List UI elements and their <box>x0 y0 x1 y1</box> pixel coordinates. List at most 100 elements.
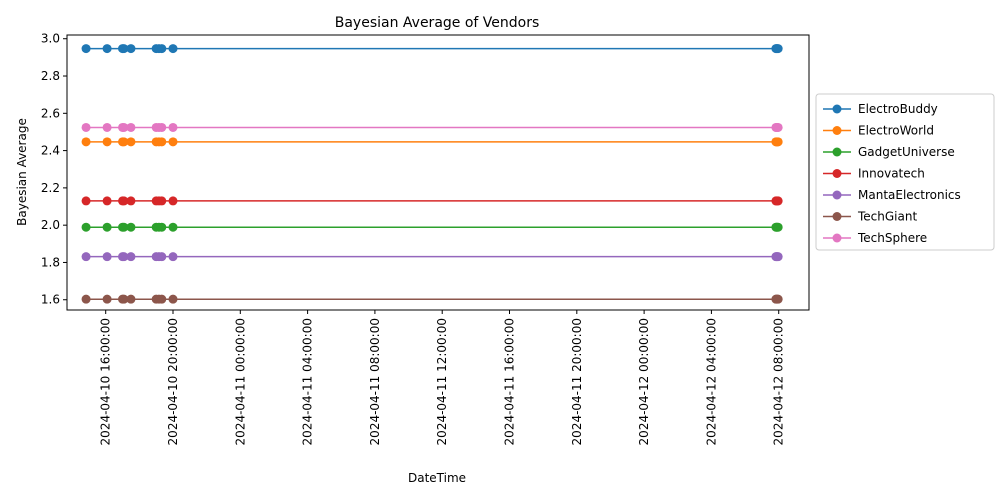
data-point-electroworld <box>81 137 91 147</box>
x-tick-label: 2024-04-11 08:00:00 <box>368 318 382 445</box>
legend-swatch-marker <box>832 212 842 221</box>
series-innovatech <box>81 196 783 206</box>
data-point-electrobuddy <box>773 44 783 54</box>
y-axis: 1.6 1.8 2.0 2.2 2.4 2.6 2.8 3.0 <box>41 32 67 307</box>
data-point-gadgetuniverse <box>773 222 783 232</box>
y-tick-label: 1.8 <box>41 255 60 269</box>
data-point-techsphere <box>102 122 112 132</box>
data-point-techsphere <box>157 122 167 132</box>
series-techgiant <box>81 294 783 304</box>
y-tick-label: 1.6 <box>41 293 60 307</box>
data-point-techsphere <box>168 122 178 132</box>
data-point-innovatech <box>102 196 112 206</box>
data-point-electrobuddy <box>126 44 136 54</box>
series-techsphere <box>81 122 783 132</box>
x-tick-label: 2024-04-10 20:00:00 <box>166 318 180 445</box>
data-point-mantaelectronics <box>102 252 112 262</box>
data-point-techgiant <box>773 294 783 304</box>
data-point-innovatech <box>168 196 178 206</box>
data-point-electrobuddy <box>102 44 112 54</box>
data-point-techgiant <box>157 294 167 304</box>
y-axis-label: Bayesian Average <box>15 118 29 226</box>
legend-label: ElectroWorld <box>858 124 934 138</box>
y-tick-label: 2.0 <box>41 218 60 232</box>
series-electroworld <box>81 137 783 147</box>
data-point-gadgetuniverse <box>102 222 112 232</box>
data-point-innovatech <box>119 196 129 206</box>
legend-swatch-marker <box>832 169 842 178</box>
data-point-electrobuddy <box>157 44 167 54</box>
plot-area-frame <box>66 34 810 311</box>
data-point-innovatech <box>157 196 167 206</box>
data-point-techsphere <box>119 122 129 132</box>
data-point-techgiant <box>168 294 178 304</box>
data-point-gadgetuniverse <box>81 222 91 232</box>
data-point-mantaelectronics <box>168 252 178 262</box>
x-tick-label: 2024-04-11 00:00:00 <box>233 318 247 445</box>
legend-label: GadgetUniverse <box>858 145 955 159</box>
data-point-electroworld <box>168 137 178 147</box>
data-point-innovatech <box>773 196 783 206</box>
legend-item-innovatech: Innovatech <box>823 167 925 181</box>
data-point-gadgetuniverse <box>126 222 136 232</box>
series-electrobuddy <box>81 44 783 54</box>
x-tick-label: 2024-04-12 04:00:00 <box>704 318 718 445</box>
legend-item-techgiant: TechGiant <box>823 210 917 224</box>
legend-label: TechGiant <box>857 210 917 224</box>
data-point-electrobuddy <box>81 44 91 54</box>
data-point-electrobuddy <box>168 44 178 54</box>
series-gadgetuniverse <box>81 222 783 232</box>
y-tick-label: 2.2 <box>41 181 60 195</box>
legend-item-electrobuddy: ElectroBuddy <box>823 102 938 116</box>
data-point-mantaelectronics <box>119 252 129 262</box>
y-tick-label: 2.8 <box>41 69 60 83</box>
x-tick-label: 2024-04-11 20:00:00 <box>570 318 584 445</box>
x-tick-label: 2024-04-10 16:00:00 <box>99 318 113 445</box>
data-point-techgiant <box>81 294 91 304</box>
data-point-innovatech <box>81 196 91 206</box>
legend-frame <box>815 93 995 251</box>
legend-label: TechSphere <box>857 231 927 245</box>
legend-label: ElectroBuddy <box>858 102 938 116</box>
legend-swatch-marker <box>832 104 842 114</box>
data-point-electroworld <box>773 137 783 147</box>
data-point-mantaelectronics <box>126 252 136 262</box>
legend-swatch-marker <box>832 147 842 157</box>
data-point-techgiant <box>126 294 136 304</box>
data-point-gadgetuniverse <box>168 222 178 232</box>
legend: ElectroBuddy ElectroWorld GadgetUniverse In… <box>815 93 995 251</box>
data-point-innovatech <box>126 196 136 206</box>
data-point-electroworld <box>157 137 167 147</box>
x-axis: 2024-04-10 16:00:00 2024-04-10 20:00:00 20… <box>99 310 786 445</box>
data-point-mantaelectronics <box>773 252 783 262</box>
series-mantaelectronics <box>81 252 783 262</box>
x-tick-label: 2024-04-11 04:00:00 <box>301 318 315 445</box>
legend-item-mantaelectronics: MantaElectronics <box>823 188 961 202</box>
data-point-techsphere <box>126 122 136 132</box>
data-point-electroworld <box>102 137 112 147</box>
data-point-techsphere <box>81 122 91 132</box>
legend-item-gadgetuniverse: GadgetUniverse <box>823 145 955 159</box>
legend-swatch-marker <box>832 190 842 200</box>
chart-title: Bayesian Average of Vendors <box>335 15 540 31</box>
series-layer <box>81 44 783 304</box>
data-point-electroworld <box>119 137 129 147</box>
data-point-gadgetuniverse <box>119 222 129 232</box>
data-point-gadgetuniverse <box>157 222 167 232</box>
x-axis-label: DateTime <box>408 471 466 485</box>
y-tick-label: 3.0 <box>41 32 60 46</box>
x-tick-label: 2024-04-11 16:00:00 <box>503 318 517 445</box>
legend-label: Innovatech <box>858 167 925 181</box>
data-point-techgiant <box>119 294 129 304</box>
data-point-techsphere <box>773 122 783 132</box>
data-point-electrobuddy <box>119 44 129 54</box>
y-tick-label: 2.4 <box>41 144 60 158</box>
data-point-mantaelectronics <box>157 252 167 262</box>
data-point-techgiant <box>102 294 112 304</box>
x-tick-label: 2024-04-12 08:00:00 <box>772 318 786 445</box>
legend-label: MantaElectronics <box>858 188 961 202</box>
x-tick-label: 2024-04-11 12:00:00 <box>435 318 449 445</box>
y-tick-label: 2.6 <box>41 106 60 120</box>
legend-item-electroworld: ElectroWorld <box>823 124 934 138</box>
data-point-electroworld <box>126 137 136 147</box>
